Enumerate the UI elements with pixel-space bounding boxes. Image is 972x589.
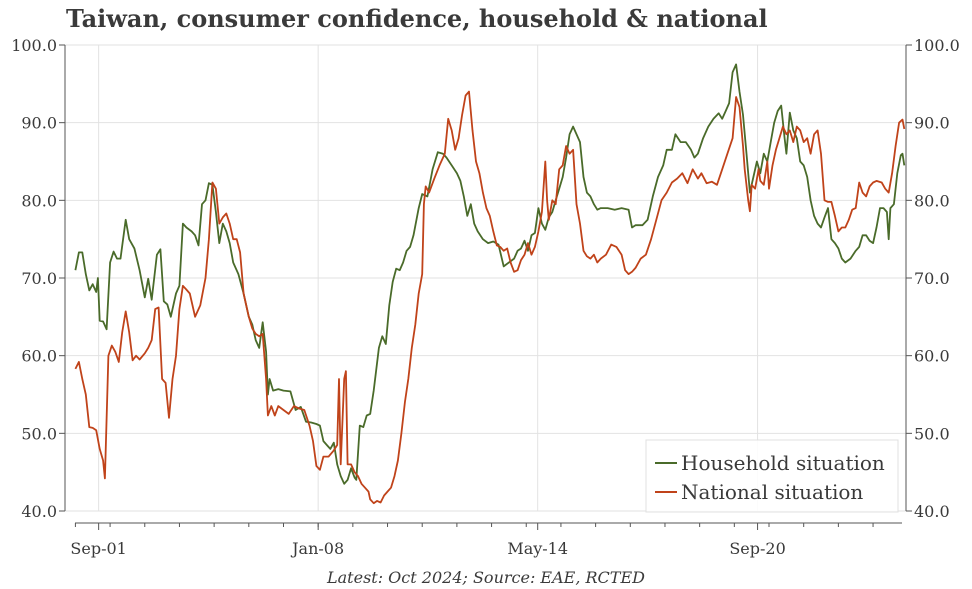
y-tick-label-right: 40.0 [914,502,950,521]
y-tick-label-left: 90.0 [21,114,57,133]
legend-label: Household situation [681,451,885,475]
y-tick-label-right: 70.0 [914,269,950,288]
y-tick-label-left: 70.0 [21,269,57,288]
y-tick-label-right: 80.0 [914,191,950,210]
legend-label: National situation [681,480,863,504]
source-note: Latest: Oct 2024; Source: EAE, RCTED [326,568,645,587]
x-tick-label: Sep-01 [70,539,126,558]
national-situation-line [74,90,906,505]
y-tick-label-left: 80.0 [21,191,57,210]
grid [65,44,906,512]
axes: 40.0 40.0 50.0 50.0 60.0 60.0 70.0 70.0 80.0 80.0… [11,36,960,558]
chart-title: Taiwan, consumer confidence, household &… [66,4,768,33]
y-tick-label-left: 50.0 [21,424,57,443]
y-tick-label-right: 100.0 [914,36,960,55]
y-tick-label-right: 60.0 [914,347,950,366]
legend: Household situation National situation [645,439,899,513]
y-tick-label-right: 50.0 [914,424,950,443]
y-tick-label-left: 60.0 [21,347,57,366]
x-tick-label: Jan-08 [290,539,344,558]
y-tick-label-left: 100.0 [11,36,57,55]
x-tick-label: Sep-20 [729,539,785,558]
series-group [74,63,906,505]
y-tick-label-right: 90.0 [914,114,950,133]
household-situation-line [74,63,906,485]
legend-box [645,439,899,513]
x-tick-label: May-14 [507,539,568,558]
y-tick-label-left: 40.0 [21,502,57,521]
